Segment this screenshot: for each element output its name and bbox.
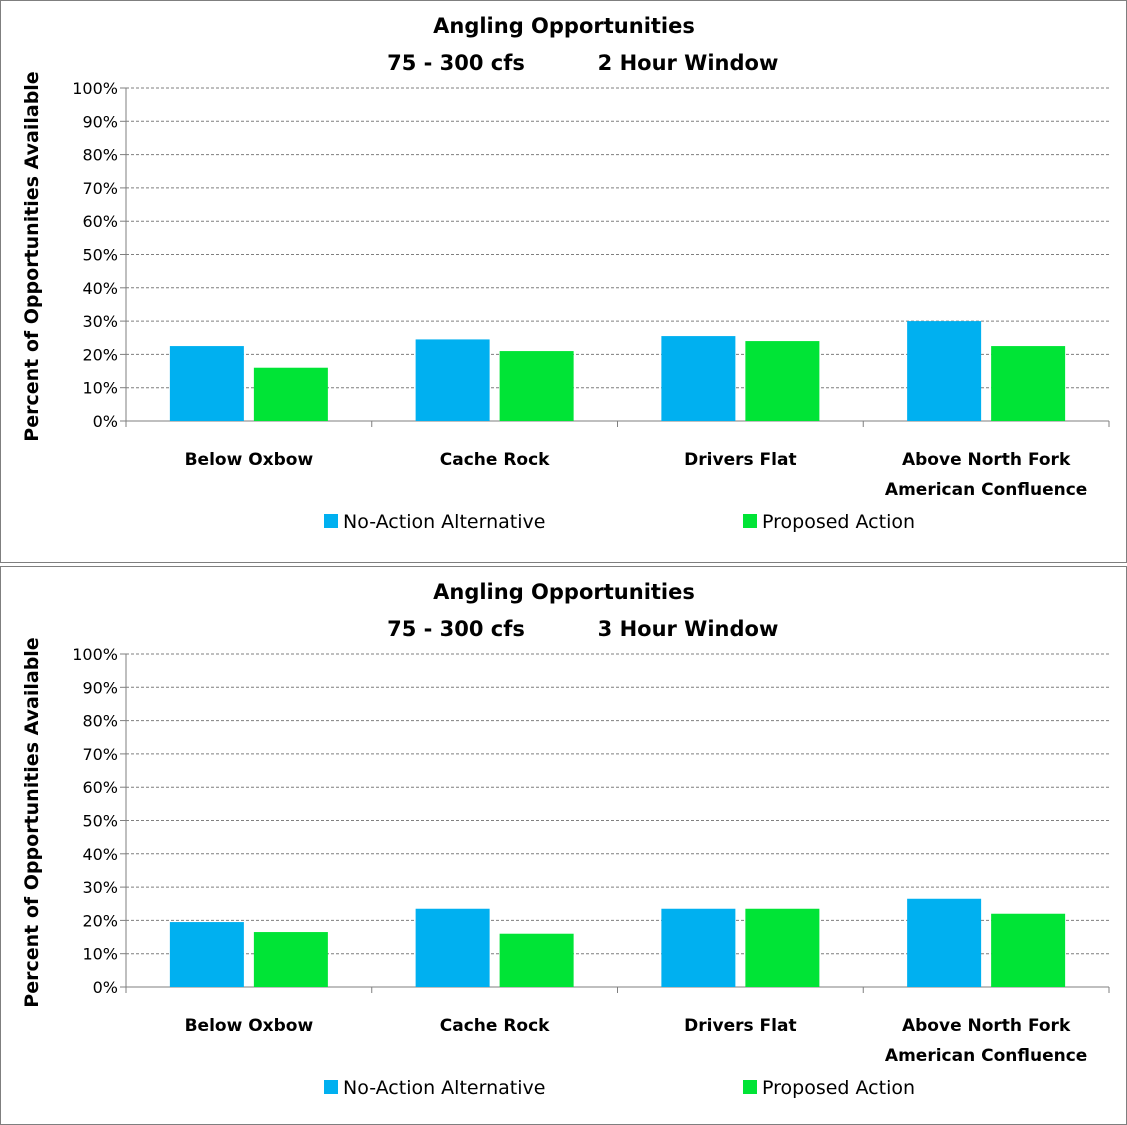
y-axis-label: Percent of Opportunities Available <box>21 71 43 441</box>
y-tick-label: 80% <box>82 146 118 165</box>
category-label: Below Oxbow <box>185 450 314 470</box>
legend-label: Proposed Action <box>762 511 915 533</box>
legend-swatch-no-action <box>324 1080 338 1094</box>
y-tick-label: 80% <box>82 712 118 731</box>
y-tick-label: 50% <box>82 246 118 265</box>
y-tick-label: 0% <box>93 412 118 431</box>
y-tick-label: 30% <box>82 312 118 331</box>
category-label: Drivers Flat <box>684 450 796 470</box>
bar-proposed <box>745 341 820 421</box>
y-tick-label: 40% <box>82 845 118 864</box>
chart-title: Angling Opportunities <box>433 580 695 604</box>
y-tick-label: 40% <box>82 279 118 298</box>
legend-swatch-proposed <box>743 1080 757 1094</box>
legend-swatch-proposed <box>743 514 757 528</box>
chart-title: Angling Opportunities <box>433 14 695 38</box>
bar-proposed <box>499 933 574 987</box>
chart-panel-2-hour: Angling Opportunities 75 - 300 cfs 2 Hour … <box>0 0 1127 563</box>
bar-proposed <box>745 908 820 987</box>
y-tick-label: 50% <box>82 812 118 831</box>
y-tick-label: 30% <box>82 878 118 897</box>
bar-no-action <box>907 898 982 987</box>
bar-proposed <box>253 932 328 987</box>
y-tick-label: 20% <box>82 911 118 930</box>
chart-subtitle-flow: 75 - 300 cfs <box>387 51 525 75</box>
bar-no-action <box>169 922 244 987</box>
chart-subtitle-flow: 75 - 300 cfs <box>387 617 525 641</box>
legend-label: No-Action Alternative <box>343 1077 545 1099</box>
bar-proposed <box>253 367 328 421</box>
chart-panel-3-hour: Angling Opportunities 75 - 300 cfs 3 Hour … <box>0 566 1127 1125</box>
legend-swatch-no-action <box>324 514 338 528</box>
y-tick-label: 60% <box>82 778 118 797</box>
category-label: Cache Rock <box>440 1016 550 1036</box>
y-tick-label: 70% <box>82 745 118 764</box>
category-label: American Confluence <box>885 480 1087 500</box>
category-label: Above North Fork <box>902 450 1071 470</box>
bar-no-action <box>415 908 490 987</box>
bar-proposed <box>991 346 1066 421</box>
chart-svg: Angling Opportunities 75 - 300 cfs 3 Hour … <box>21 580 1110 1099</box>
y-tick-label: 100% <box>72 645 118 664</box>
y-tick-label: 100% <box>72 79 118 98</box>
y-tick-label: 10% <box>82 379 118 398</box>
bar-proposed <box>499 351 574 421</box>
y-tick-label: 90% <box>82 112 118 131</box>
bar-no-action <box>415 339 490 421</box>
chart-subtitle-window: 2 Hour Window <box>598 51 779 75</box>
y-tick-label: 70% <box>82 179 118 198</box>
bar-no-action <box>661 908 736 987</box>
y-tick-label: 20% <box>82 345 118 364</box>
bar-no-action <box>661 336 736 421</box>
bar-no-action <box>907 321 982 421</box>
bar-no-action <box>169 346 244 421</box>
legend-label: Proposed Action <box>762 1077 915 1099</box>
y-tick-label: 90% <box>82 678 118 697</box>
category-label: Drivers Flat <box>684 1016 796 1036</box>
y-tick-label: 10% <box>82 945 118 964</box>
legend-label: No-Action Alternative <box>343 511 545 533</box>
category-label: Above North Fork <box>902 1016 1071 1036</box>
y-tick-label: 60% <box>82 212 118 231</box>
category-label: Below Oxbow <box>185 1016 314 1036</box>
category-label: Cache Rock <box>440 450 550 470</box>
chart-subtitle-window: 3 Hour Window <box>598 617 779 641</box>
y-axis-label: Percent of Opportunities Available <box>21 637 43 1007</box>
bar-proposed <box>991 913 1066 987</box>
category-label: American Confluence <box>885 1046 1087 1066</box>
chart-svg: Angling Opportunities 75 - 300 cfs 2 Hour … <box>21 14 1110 533</box>
y-tick-label: 0% <box>93 978 118 997</box>
